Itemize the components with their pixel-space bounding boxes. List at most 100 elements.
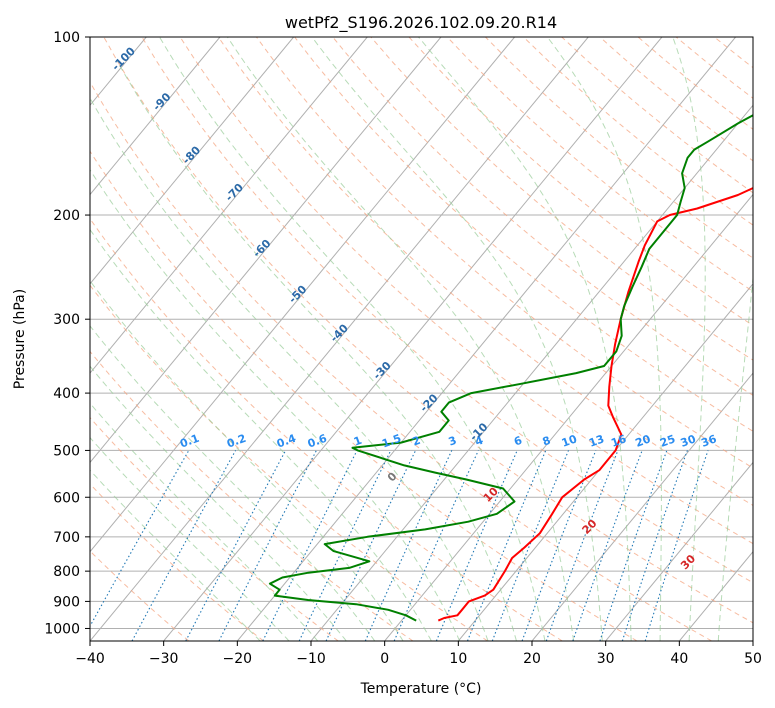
moist-adiabat [90, 325, 376, 641]
dry-adiabat [90, 284, 488, 641]
mixing-ratio-label: 6 [512, 434, 524, 449]
mixing-ratio-line [621, 450, 688, 641]
isotherm-label: -40 [328, 321, 351, 344]
isotherm-gridline [457, 283, 753, 641]
mixing-ratio-label: 13 [587, 432, 606, 449]
mixing-ratio-label: 1 [352, 434, 364, 449]
isotherm-label: -80 [180, 143, 203, 166]
isotherm-gridline [90, 37, 442, 464]
moist-adiabat [90, 97, 489, 641]
mixing-ratio-line [393, 450, 479, 641]
isotherm-gridline [310, 104, 753, 641]
x-tick-label: −10 [296, 651, 326, 667]
mixing-ratio-line [131, 450, 237, 641]
x-tick-label: 20 [523, 651, 541, 667]
mixing-ratio-line [262, 450, 358, 641]
y-tick-label: 200 [53, 208, 80, 224]
x-tick-label: −20 [223, 651, 253, 667]
isotherm-gridline [531, 372, 753, 641]
mixing-ratio-label: 25 [658, 432, 677, 449]
moist-adiabat [311, 37, 603, 641]
mixing-ratio-line [298, 450, 392, 641]
x-tick-label: 10 [449, 651, 467, 667]
dry-adiabat [90, 483, 264, 641]
isotherm-gridline [605, 461, 753, 641]
y-axis-title: Pressure (hPa) [12, 289, 28, 389]
isotherm-label: -60 [250, 237, 273, 260]
mixing-ratio-label: 36 [700, 432, 719, 450]
dry-adiabat [637, 37, 753, 130]
moist-adiabat-label: 30 [678, 552, 698, 572]
mixing-ratio-line [364, 450, 453, 641]
isotherm-gridline [384, 193, 753, 641]
mixing-ratio-line [599, 450, 668, 641]
moist-adiabat [717, 273, 753, 641]
dry-adiabat [90, 416, 339, 641]
mixing-ratio-label: 10 [560, 432, 579, 450]
isotherm-label: -90 [150, 90, 173, 113]
isotherm-gridline [90, 37, 221, 196]
mixing-ratio-label: 0.2 [225, 432, 248, 451]
isotherm-gridline [236, 37, 737, 641]
temperature-profile-line [437, 186, 753, 622]
moist-adiabat [90, 365, 347, 641]
mixing-ratio-line [491, 450, 570, 641]
isotherm-label: -30 [371, 359, 394, 382]
dry-adiabat [599, 37, 753, 162]
y-tick-label: 800 [53, 564, 80, 580]
moist-adiabat [116, 61, 517, 641]
dry-adiabat [217, 37, 753, 506]
y-tick-label: 1000 [44, 621, 80, 637]
mixing-ratio-label: 2 [411, 434, 423, 449]
x-tick-label: −30 [149, 651, 179, 667]
y-tick-label: 600 [53, 490, 80, 506]
y-tick-label: 700 [53, 530, 80, 546]
isotherm-gridline [90, 37, 516, 553]
moist-adiabat [159, 37, 546, 641]
dry-adiabat [103, 37, 753, 624]
x-axis: −40 −30 −20 −10 0 10 20 30 40 50 [75, 641, 762, 667]
dry-adiabat [752, 37, 753, 39]
mixing-ratio-line [644, 450, 709, 641]
moist-adiabat [226, 37, 575, 641]
isotherm-gridline [90, 37, 295, 285]
dry-adiabat [370, 37, 753, 361]
moist-adiabat [418, 37, 632, 641]
y-tick-label: 900 [53, 594, 80, 610]
mixing-ratio-label: 3 [447, 434, 459, 449]
x-tick-label: 30 [597, 651, 615, 667]
moist-adiabat-label: 0 [385, 470, 400, 485]
isopleth-label-layer: 0.1 0.2 0.4 0.6 1 1.5 2 3 4 6 8 10 13 16 20 25 30 36-100-… [109, 44, 719, 572]
isotherm-label: -70 [223, 181, 246, 204]
dry-adiabat [90, 81, 712, 641]
mixing-ratio-label: 0.6 [306, 432, 329, 451]
mixing-ratio-line [185, 450, 287, 641]
mixing-ratio-line [572, 450, 643, 641]
mixing-ratio-label: 30 [679, 432, 698, 450]
moist-adiabat [90, 469, 261, 641]
moist-adiabat [90, 279, 404, 641]
dry-adiabat [294, 37, 753, 432]
x-tick-label: 40 [670, 651, 688, 667]
grid-layer [0, 37, 753, 641]
x-axis-title: Temperature (°C) [360, 681, 482, 697]
mixing-ratio-label: 0.1 [178, 432, 201, 451]
isotherm-label: -50 [286, 283, 309, 306]
isotherm-gridline [0, 37, 73, 641]
isotherm-gridline [90, 37, 368, 374]
mixing-ratio-label: 1.5 [380, 432, 403, 451]
y-tick-label: 100 [53, 30, 80, 46]
y-tick-label: 500 [53, 443, 80, 459]
x-tick-label: 0 [380, 651, 389, 667]
mixing-ratio-label: 0.4 [275, 432, 298, 451]
mixing-ratio-label: 8 [541, 434, 553, 449]
dry-adiabat [179, 37, 753, 545]
series-layer [268, 114, 753, 622]
isotherm-gridline [163, 37, 663, 641]
x-tick-label: 50 [744, 651, 762, 667]
mixing-ratio-label: 16 [609, 432, 628, 450]
isotherm-gridline [752, 640, 753, 641]
isotherm-label: -10 [467, 420, 490, 443]
mixing-ratio-line [90, 450, 190, 628]
